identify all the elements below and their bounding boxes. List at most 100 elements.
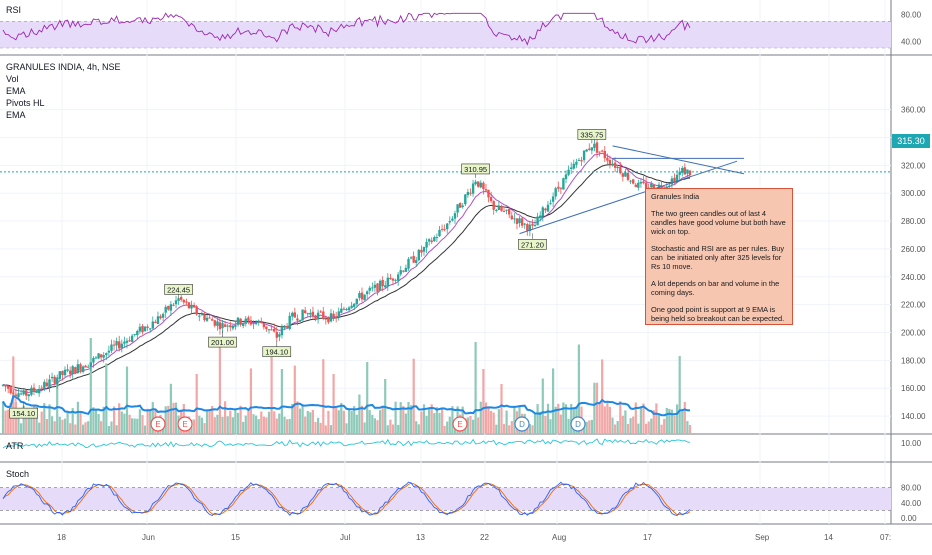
candle-body [66, 369, 69, 371]
candle-body [40, 387, 43, 389]
volume-bar [234, 409, 237, 434]
candle-body [489, 197, 493, 201]
volume-bar [193, 419, 196, 434]
candle-body [461, 205, 464, 207]
candle-body [675, 174, 679, 182]
volume-bar [588, 420, 591, 434]
candle-body [123, 341, 126, 344]
volume-bar [298, 408, 302, 434]
volume-bar [399, 402, 402, 434]
time-axis-label: Jul [340, 533, 350, 542]
candle-body [613, 162, 617, 168]
candle-body [285, 326, 289, 328]
volume-bar [650, 418, 653, 434]
volume-bar [487, 406, 490, 434]
stoch-tick-label: 0.00 [901, 514, 917, 523]
candle-body [526, 224, 529, 231]
atr-title: ATR [6, 441, 24, 451]
volume-bar [469, 416, 472, 434]
volume-bar [123, 413, 126, 434]
candle-body [27, 394, 30, 397]
candle-body [208, 317, 211, 319]
volume-bar [567, 418, 570, 434]
volume-bar [30, 415, 33, 434]
candle-body [626, 173, 630, 180]
volume-bar [433, 413, 436, 434]
volume-bar [371, 414, 374, 434]
volume-bar [61, 419, 64, 434]
indicator-pivots[interactable]: Pivots HL [6, 98, 45, 108]
candle-body [30, 387, 33, 395]
candle-body [394, 279, 397, 281]
candle-body [97, 353, 100, 359]
candle-body [479, 182, 482, 188]
candle-body [335, 316, 338, 319]
candle-body [554, 188, 557, 197]
candle-body [464, 194, 467, 205]
candle-body [345, 309, 348, 311]
time-axis-label: 14 [824, 533, 833, 542]
volume-bar [107, 426, 110, 434]
candle-body [528, 224, 532, 231]
atr-tick-label: 10.00 [901, 439, 922, 448]
symbol-title[interactable]: GRANULES INDIA, 4h, NSE [6, 62, 121, 72]
volume-bar [407, 402, 410, 434]
volume-bar [366, 362, 369, 434]
pivot-label-box [208, 336, 237, 348]
candle-body [107, 350, 111, 353]
indicator-ema-1[interactable]: EMA [6, 86, 26, 96]
candle-body [329, 313, 333, 322]
atr-line [2, 438, 691, 449]
volume-bar [368, 410, 371, 434]
candle-body [572, 163, 575, 169]
volume-bar [275, 418, 278, 434]
volume-bar [286, 419, 289, 434]
volume-bar [304, 416, 307, 434]
candle-body [435, 237, 439, 239]
candle-body [304, 310, 307, 314]
candle-body [422, 247, 426, 252]
volume-bar [69, 423, 72, 434]
volume-bar [373, 418, 376, 434]
volume-bar [342, 410, 345, 434]
candle-body [466, 192, 470, 196]
volume-bar [324, 425, 327, 434]
candle-body [136, 331, 139, 335]
volume-bar [74, 424, 77, 434]
candle-body [53, 376, 56, 384]
candle-body [575, 161, 578, 165]
candle-body [327, 318, 330, 323]
volume-bar [652, 410, 655, 434]
volume-bar [32, 405, 36, 434]
candle-body [154, 321, 157, 323]
candle-body [32, 387, 36, 392]
volume-bar [668, 408, 671, 434]
time-axis-label: 07: [880, 533, 891, 542]
volume-bar [9, 402, 12, 434]
volume-bar [559, 414, 562, 434]
indicator-ema-2[interactable]: EMA [6, 110, 26, 120]
candle-body [128, 340, 131, 342]
candle-body [358, 293, 361, 298]
volume-bar [221, 416, 224, 434]
candle-body [407, 259, 410, 269]
candle-body [608, 160, 612, 165]
pivot-label: 310.95 [464, 165, 487, 174]
volume-bar [317, 417, 320, 434]
candle-body [492, 200, 495, 210]
volume-bar [466, 417, 469, 434]
volume-bar [89, 338, 92, 434]
volume-bar [678, 356, 681, 434]
candle-body [632, 179, 635, 184]
volume-bar [125, 366, 129, 434]
candle-body [456, 204, 459, 213]
indicator-vol[interactable]: Vol [6, 74, 19, 84]
rsi-tick-label: 80.00 [901, 11, 922, 20]
price-tick-label: 160.00 [901, 384, 926, 393]
annotation-note[interactable]: Granules India The two green candles out… [645, 188, 793, 325]
candle-body [22, 390, 25, 395]
pivot-label-box [577, 129, 607, 140]
volume-bar [265, 417, 268, 434]
volume-bar [293, 365, 296, 434]
event-marker-label: E [155, 420, 160, 429]
